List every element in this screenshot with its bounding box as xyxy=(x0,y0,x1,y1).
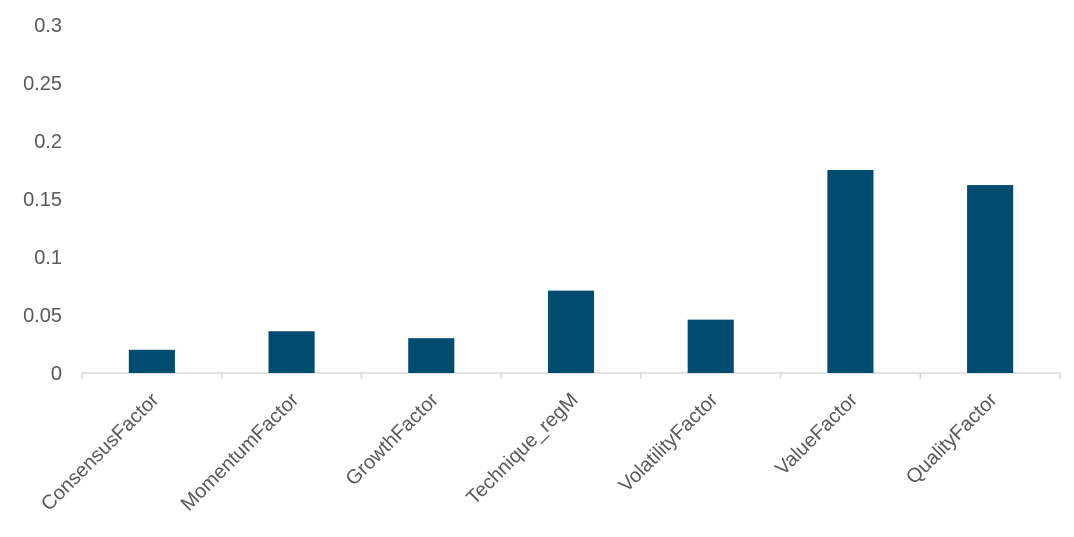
y-tick-label: 0.25 xyxy=(23,73,62,95)
bar-momentumfactor xyxy=(268,331,315,373)
bar-technique-regm xyxy=(547,290,595,373)
y-axis-tick-labels: 0 0.05 0.1 0.15 0.2 0.25 0.3 xyxy=(23,15,62,385)
x-category-label: Technique_regM xyxy=(462,389,582,509)
bar-consensusfactor xyxy=(128,349,175,373)
x-category-label: ValueFactor xyxy=(771,389,862,480)
x-category-label: MomentumFactor xyxy=(177,389,304,516)
bar-qualityfactor xyxy=(967,185,1014,373)
y-tick-label: 0 xyxy=(51,363,62,385)
x-category-label: GrowthFactor xyxy=(342,389,443,490)
x-axis-tick-marks xyxy=(81,373,1061,379)
y-tick-label: 0.2 xyxy=(34,131,62,153)
bar-growthfactor xyxy=(408,338,455,373)
y-tick-label: 0.1 xyxy=(34,247,62,269)
bars xyxy=(128,170,1014,373)
x-category-label: VolatilityFactor xyxy=(615,389,723,497)
y-tick-label: 0.05 xyxy=(23,305,62,327)
y-tick-label: 0.15 xyxy=(23,189,62,211)
x-category-label: QualityFactor xyxy=(902,389,1002,489)
bar-volatilityfactor xyxy=(687,319,734,373)
x-category-label: ConsensusFactor xyxy=(37,389,164,516)
x-axis-category-labels: ConsensusFactor MomentumFactor GrowthFacto… xyxy=(37,389,1002,516)
bar-valuefactor xyxy=(827,170,874,373)
y-tick-label: 0.3 xyxy=(34,15,62,37)
